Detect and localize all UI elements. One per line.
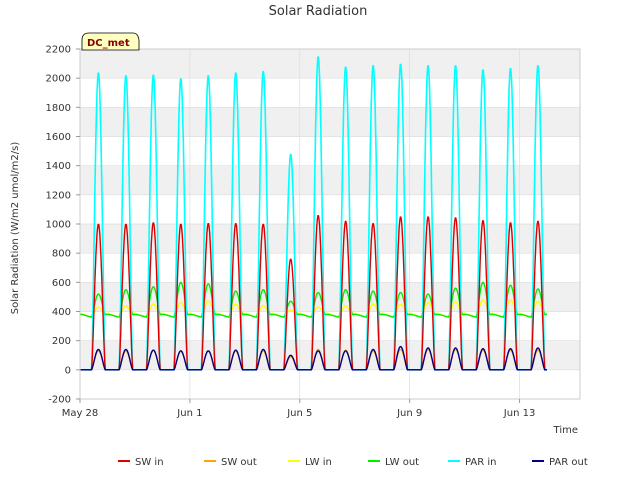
x-tick-labels: May 28 Jun 1 Jun 5 Jun 9 Jun 13 — [62, 399, 536, 419]
y-tick-label: 2000 — [46, 74, 71, 85]
y-tick-label: 1600 — [46, 132, 71, 143]
y-tick-label: 600 — [52, 278, 71, 289]
y-tick-label: 800 — [52, 249, 71, 260]
plot-band — [80, 107, 580, 137]
plot-band — [80, 340, 580, 370]
annotation-box: DC_met — [81, 32, 140, 51]
x-tick-label: Jun 1 — [176, 408, 202, 419]
y-tick-label: 2200 — [46, 45, 71, 56]
series-layer — [79, 56, 548, 371]
y-tick-label: 1000 — [46, 220, 71, 231]
plot-band — [80, 224, 580, 254]
x-tick-label: Jun 5 — [286, 408, 312, 419]
y-tick-label: 400 — [52, 307, 71, 318]
y-tick-label: 0 — [65, 365, 71, 376]
y-tick-label: -200 — [48, 395, 71, 406]
legend-label: PAR out — [549, 457, 588, 468]
x-tick-label: Jun 9 — [396, 408, 422, 419]
legend-label: LW out — [385, 457, 419, 468]
annotation-background — [81, 32, 140, 51]
annotation-text: DC_met — [87, 38, 130, 49]
y-tick-label: 200 — [52, 336, 71, 347]
plot-band — [80, 49, 580, 79]
y-tick-label: 1200 — [46, 190, 71, 201]
legend-label: SW in — [135, 457, 164, 468]
plot-band — [80, 165, 580, 195]
chart-title: Solar Radiation — [269, 4, 368, 19]
y-tick-labels: -200 0 200 400 600 800 1000 1200 1400 1600 1800 200… — [46, 45, 80, 406]
legend-label: LW in — [305, 457, 332, 468]
x-tick-label: Jun 13 — [503, 408, 536, 419]
legend: SW in SW out LW in LW out PAR in PAR out — [118, 457, 588, 468]
y-tick-label: 1400 — [46, 161, 71, 172]
y-tick-label: 1800 — [46, 103, 71, 114]
legend-label: SW out — [221, 457, 257, 468]
series-line-par-out — [79, 345, 548, 371]
y-axis-title: Solar Radiation (W/m2 umol/m2/s) — [10, 142, 21, 315]
legend-label: PAR in — [465, 457, 496, 468]
plot-band — [80, 282, 580, 312]
x-tick-label: May 28 — [62, 408, 99, 419]
x-axis-title: Time — [553, 425, 578, 436]
